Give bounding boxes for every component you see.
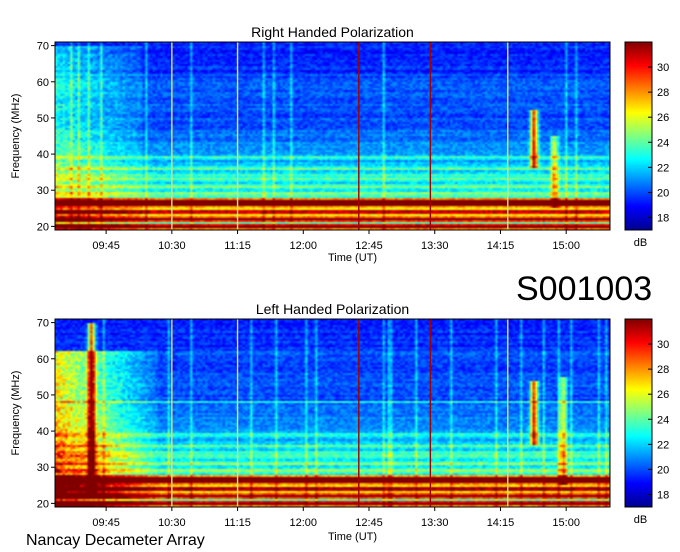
spectrogram-image-1 bbox=[55, 42, 610, 230]
y-tick-label: 50 bbox=[37, 113, 49, 125]
colorbar bbox=[624, 41, 653, 231]
colorbar-tick-label: 24 bbox=[657, 137, 669, 149]
plot-frame bbox=[54, 41, 611, 231]
y-tick-label: 20 bbox=[37, 498, 49, 510]
chart-title: Left Handed Polarization bbox=[256, 301, 409, 317]
colorbar bbox=[624, 318, 653, 508]
y-axis-label: Frequency (MHz) bbox=[10, 94, 22, 179]
chart-title: Right Handed Polarization bbox=[251, 24, 414, 40]
y-tick-label: 60 bbox=[37, 77, 49, 89]
x-tick-label: 12:45 bbox=[355, 517, 383, 529]
x-tick-label: 11:15 bbox=[224, 517, 251, 529]
x-tick-label: 12:00 bbox=[290, 517, 318, 529]
colorbar-label: dB bbox=[634, 237, 647, 249]
x-axis-label: Time (UT) bbox=[328, 252, 377, 264]
colorbar-tick-label: 22 bbox=[657, 162, 669, 174]
colorbar-tick-label: 22 bbox=[657, 439, 669, 451]
x-tick-label: 09:45 bbox=[92, 240, 120, 252]
y-tick-label: 70 bbox=[37, 318, 49, 330]
colorbar-tick-label: 18 bbox=[657, 489, 669, 501]
x-axis-label: Time (UT) bbox=[328, 531, 377, 543]
x-tick-label: 15:00 bbox=[552, 517, 580, 529]
x-tick-label: 12:00 bbox=[290, 240, 318, 252]
y-tick-label: 30 bbox=[37, 185, 49, 197]
x-tick-label: 10:30 bbox=[158, 517, 186, 529]
y-axis-label: Frequency (MHz) bbox=[10, 371, 22, 456]
colorbar-tick-label: 24 bbox=[657, 414, 669, 426]
x-tick-label: 09:45 bbox=[92, 517, 120, 529]
x-tick-label: 13:30 bbox=[421, 240, 449, 252]
colorbar-tick-label: 18 bbox=[657, 212, 669, 224]
x-tick-label: 14:15 bbox=[487, 517, 515, 529]
x-tick-label: 15:00 bbox=[552, 240, 580, 252]
colorbar-tick-label: 30 bbox=[657, 62, 669, 74]
spectrogram-image-2 bbox=[55, 319, 610, 507]
y-tick-label: 60 bbox=[37, 354, 49, 366]
x-tick-label: 11:15 bbox=[224, 240, 251, 252]
y-tick-label: 40 bbox=[37, 149, 49, 161]
y-tick-label: 70 bbox=[37, 41, 49, 53]
y-tick-label: 50 bbox=[37, 390, 49, 402]
colorbar-tick-label: 26 bbox=[657, 389, 669, 401]
y-tick-label: 40 bbox=[37, 426, 49, 438]
y-tick-label: 20 bbox=[37, 221, 49, 233]
x-tick-label: 13:30 bbox=[421, 517, 449, 529]
y-tick-label: 30 bbox=[37, 462, 49, 474]
x-tick-label: 14:15 bbox=[487, 240, 515, 252]
x-tick-label: 12:45 bbox=[355, 240, 383, 252]
colorbar-tick-label: 28 bbox=[657, 87, 669, 99]
plot-frame bbox=[54, 318, 611, 508]
observation-code: S001003 bbox=[516, 270, 652, 308]
colorbar-tick-label: 20 bbox=[657, 187, 669, 199]
credit-label: Nancay Decameter Array bbox=[26, 532, 205, 549]
x-tick-label: 10:30 bbox=[158, 240, 186, 252]
colorbar-tick-label: 20 bbox=[657, 464, 669, 476]
colorbar-tick-label: 28 bbox=[657, 364, 669, 376]
colorbar-tick-label: 30 bbox=[657, 339, 669, 351]
colorbar-label: dB bbox=[634, 514, 647, 526]
colorbar-tick-label: 26 bbox=[657, 112, 669, 124]
